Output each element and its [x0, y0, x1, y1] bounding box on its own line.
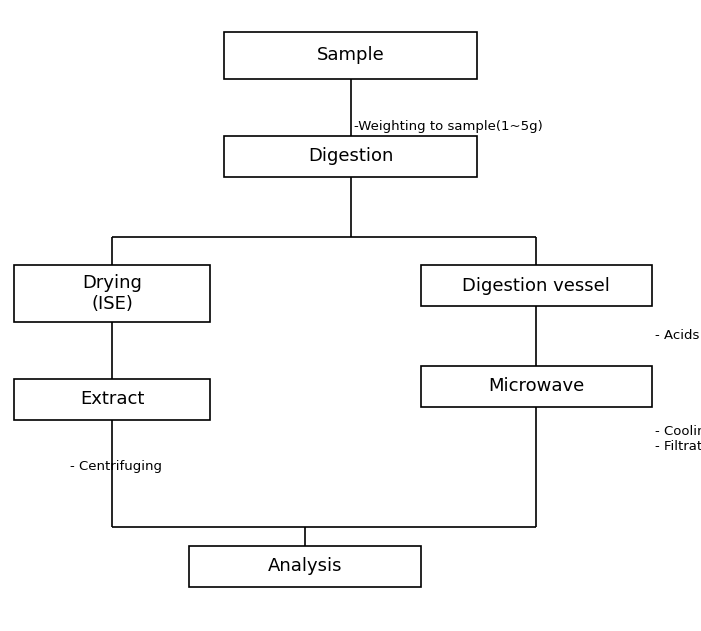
Text: - Cooling
- Filtration: - Cooling - Filtration	[655, 425, 701, 452]
FancyBboxPatch shape	[189, 546, 421, 587]
Text: Sample: Sample	[317, 46, 384, 64]
FancyBboxPatch shape	[421, 265, 652, 306]
FancyBboxPatch shape	[421, 366, 652, 407]
FancyBboxPatch shape	[14, 265, 210, 322]
Text: Microwave: Microwave	[488, 377, 585, 396]
FancyBboxPatch shape	[224, 136, 477, 177]
Text: Extract: Extract	[80, 390, 144, 408]
Text: Digestion vessel: Digestion vessel	[463, 276, 610, 295]
Text: Digestion: Digestion	[308, 147, 393, 165]
FancyBboxPatch shape	[224, 32, 477, 79]
Text: - Centrifuging: - Centrifuging	[70, 461, 162, 473]
Text: Drying
(ISE): Drying (ISE)	[82, 274, 142, 313]
Text: - Acids 10 ml: - Acids 10 ml	[655, 329, 701, 342]
Text: -Weighting to sample(1~5g): -Weighting to sample(1~5g)	[354, 120, 543, 133]
FancyBboxPatch shape	[14, 379, 210, 420]
Text: Analysis: Analysis	[268, 557, 342, 575]
